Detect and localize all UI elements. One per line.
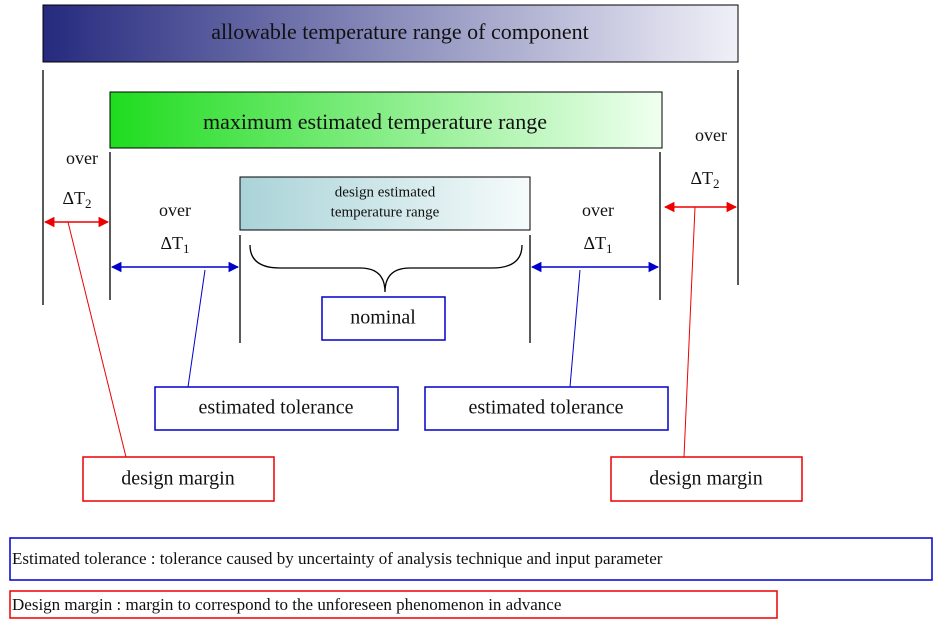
leader-line (187, 269, 206, 388)
max-bar (109, 91, 663, 149)
margin-label: design margin (649, 468, 763, 490)
over-label: over (159, 200, 191, 220)
over-label: over (66, 148, 98, 168)
tolerance-label: estimated tolerance (469, 397, 624, 419)
note-box (9, 590, 778, 619)
tolerance-box (424, 386, 669, 431)
delta-label: ΔT1 (160, 233, 189, 256)
brace (249, 244, 523, 293)
nominal-label: nominal (350, 307, 416, 329)
note-text: Estimated tolerance : tolerance caused b… (12, 549, 663, 568)
over-label: over (582, 200, 614, 220)
top-bar-label: allowable temperature range of component (211, 19, 589, 44)
tolerance-label: estimated tolerance (199, 397, 354, 419)
design-box (239, 176, 531, 231)
delta-label: ΔT1 (583, 233, 612, 256)
design-box-label: temperature range (331, 204, 440, 220)
leader-line (67, 221, 127, 458)
leader-line (683, 206, 696, 458)
nominal-box (321, 296, 446, 341)
delta-label: ΔT2 (690, 168, 719, 191)
design-box-label: design estimated (335, 184, 436, 200)
margin-label: design margin (121, 468, 235, 490)
delta-label: ΔT2 (62, 188, 91, 211)
margin-box (610, 456, 803, 502)
leader-line (569, 269, 581, 388)
over-label: over (695, 125, 727, 145)
note-text: Design margin : margin to correspond to … (12, 595, 561, 614)
top-bar (42, 4, 739, 63)
tolerance-box (154, 386, 399, 431)
margin-box (82, 456, 275, 502)
note-box (9, 537, 933, 581)
max-bar-label: maximum estimated temperature range (203, 109, 547, 134)
